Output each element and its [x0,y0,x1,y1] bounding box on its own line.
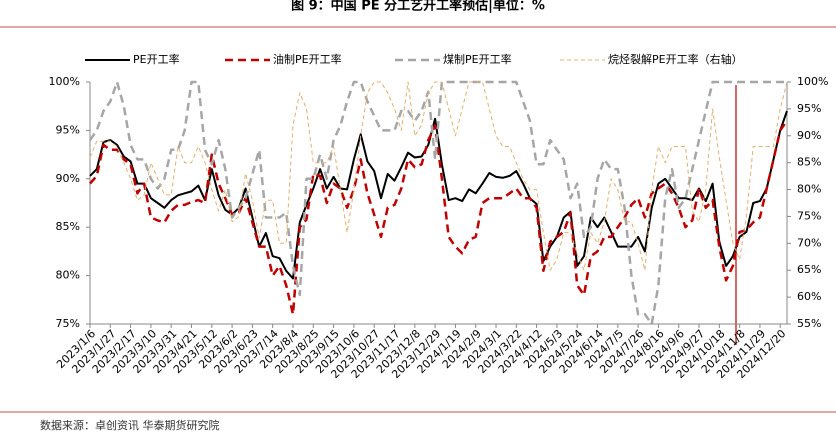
y2-tick-label: 85% [797,156,821,169]
legend-label: 烷烃裂解PE开工率（右轴） [608,52,743,66]
y-tick-label: 90% [56,172,80,185]
y2-tick-label: 95% [797,102,821,115]
chart-title: 图 9：中国 PE 分工艺开工率预估|单位：% [291,0,545,14]
series-line [89,119,789,316]
source: 数据来源：卓创资讯 华泰期货研究院 [40,418,220,432]
legend-label: 煤制PE开工率 [443,52,512,66]
y-tick-label: 95% [56,123,80,136]
y2-tick-label: 70% [797,236,821,249]
series-line [89,110,788,280]
y2-tick-label: 60% [797,290,821,303]
y-tick-label: 75% [56,317,80,330]
y2-tick-label: 100% [797,75,828,88]
y2-tick-label: 75% [797,209,821,222]
series-line [88,80,787,326]
y-tick-label: 85% [56,220,80,233]
y-tick-label: 100% [49,75,80,88]
y2-tick-label: 65% [797,263,821,276]
legend-label: PE开工率 [133,52,180,66]
y2-tick-label: 55% [797,317,821,330]
y2-tick-label: 90% [797,129,821,142]
legend-label: 油制PE开工率 [273,52,342,66]
y-tick-label: 80% [56,269,80,282]
series-line [89,81,788,271]
y2-tick-label: 80% [797,183,821,196]
